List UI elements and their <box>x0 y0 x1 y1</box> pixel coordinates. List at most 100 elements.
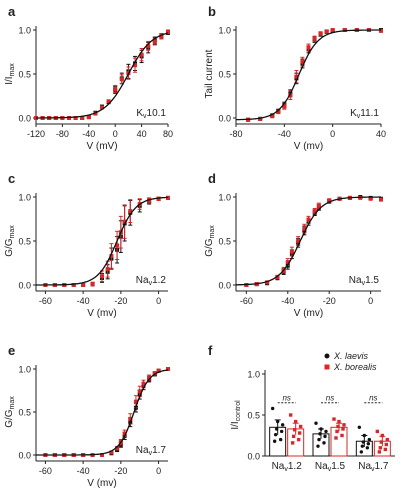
panel-letter: b <box>208 4 216 19</box>
data-point-red <box>342 28 347 32</box>
category-label-rest: 1.5 <box>331 461 345 472</box>
category-label-main: Na <box>272 461 285 472</box>
dot-black <box>275 419 280 424</box>
y-axis-label-main: I/I <box>4 76 15 84</box>
x-tick-label: -80 <box>56 129 69 139</box>
x-tick-label: -120 <box>27 129 45 139</box>
dot-black <box>274 427 279 431</box>
x-tick-label: -20 <box>323 296 336 306</box>
dot-red <box>380 433 385 438</box>
bar-red <box>330 426 348 457</box>
x-axis-label: V (mv) <box>294 308 323 319</box>
dot-red <box>291 434 296 439</box>
x-tick-label: -40 <box>281 296 294 306</box>
dot-red <box>290 441 295 445</box>
dot-black <box>273 432 278 437</box>
y-axis-label: G/Gmax <box>4 225 16 257</box>
y-axis-label: Tail current <box>204 49 215 98</box>
data-point-red <box>122 431 127 436</box>
data-point-red <box>327 198 332 203</box>
data-point-red <box>147 198 152 203</box>
y-tick-label: 0.0 <box>218 114 231 124</box>
x-axis-label: V (mv) <box>87 308 116 319</box>
y-tick-label: 1.0 <box>18 365 31 375</box>
category-label: Nav1.5 <box>315 461 346 473</box>
y-axis-label: G/Gmax <box>204 225 216 257</box>
panel-letter: c <box>8 171 15 186</box>
category-label: Nav1.7 <box>358 461 389 473</box>
dot-black <box>322 441 326 445</box>
dot-black <box>272 439 277 443</box>
dot-red <box>292 428 297 432</box>
dot-black <box>319 427 323 431</box>
panel-e: e 0.0 0.5 1.0 -60 -40 -20 0 V (mv) G/Gmax Nav1.7 <box>4 343 170 489</box>
data-point-red <box>159 34 164 39</box>
channel-label-rest: 10.1 <box>147 108 167 119</box>
data-point-red <box>100 453 104 457</box>
y-tick-label: 0.5 <box>218 237 231 247</box>
x-tick-label: 0 <box>368 296 373 306</box>
data-point-red <box>115 243 120 248</box>
data-point-red <box>139 52 144 57</box>
channel-label-sub: v <box>362 280 366 287</box>
data-point-red <box>379 197 383 202</box>
data-point-red <box>146 43 151 48</box>
x-tick-label: -60 <box>39 296 52 306</box>
dot-red <box>341 427 345 431</box>
dot-red <box>340 433 344 438</box>
y-tick-label: 0.0 <box>18 281 31 291</box>
data-point-red <box>109 450 114 455</box>
data-point-red <box>80 116 85 120</box>
y-axis-label-main: I/I <box>230 421 241 429</box>
data-point-red <box>156 368 161 373</box>
data-point-red <box>105 267 110 272</box>
data-point-red <box>276 109 281 114</box>
category-label-sub: v <box>328 466 332 473</box>
data-point-red <box>316 203 321 208</box>
channel-label-rest: 1.5 <box>365 275 379 286</box>
category-label-main: Na <box>358 461 371 472</box>
x-tick-label: -80 <box>229 129 242 139</box>
dot-red <box>332 417 336 421</box>
data-point-red <box>86 115 91 120</box>
data-point-red <box>119 77 124 82</box>
data-point-red <box>128 209 133 214</box>
dot-red <box>342 423 346 427</box>
data-point-red <box>137 389 142 394</box>
dot-black <box>314 421 318 425</box>
data-point-red <box>296 239 301 243</box>
data-point-red <box>133 63 137 68</box>
data-point-red <box>100 105 104 110</box>
data-point-red <box>152 371 157 376</box>
data-point-red <box>113 86 118 91</box>
y-axis-label-sub: max <box>209 225 216 239</box>
category-label-rest: 1.7 <box>375 461 389 472</box>
data-point-red <box>90 282 95 287</box>
panel-letter: f <box>208 343 213 358</box>
x-axis-label: V (mV) <box>86 141 117 152</box>
channel-label-sub: v <box>143 113 147 120</box>
data-point-red <box>141 381 146 386</box>
dot-black <box>324 429 328 434</box>
y-axis-label-main: G/G <box>204 238 215 257</box>
dot-black <box>365 446 370 450</box>
dot-red <box>334 436 338 440</box>
dot-black <box>361 440 366 444</box>
data-point-red <box>100 274 104 279</box>
data-point-red <box>294 74 299 79</box>
legend-label: X. laevis <box>333 351 369 361</box>
dot-red <box>383 447 388 452</box>
y-tick-label: 0.5 <box>18 408 31 418</box>
dot-black <box>323 434 327 439</box>
data-point-red <box>312 209 317 214</box>
channel-label: Kv11.1 <box>350 108 379 120</box>
dot-black <box>362 433 367 438</box>
data-point-red <box>368 196 373 201</box>
legend-label: X. borealis <box>333 362 377 372</box>
dot-red <box>378 446 383 450</box>
legend-marker-black <box>324 353 330 359</box>
category-label-sub: v <box>284 466 288 473</box>
panel-letter: d <box>208 171 216 186</box>
significance-label: ns <box>282 394 290 403</box>
